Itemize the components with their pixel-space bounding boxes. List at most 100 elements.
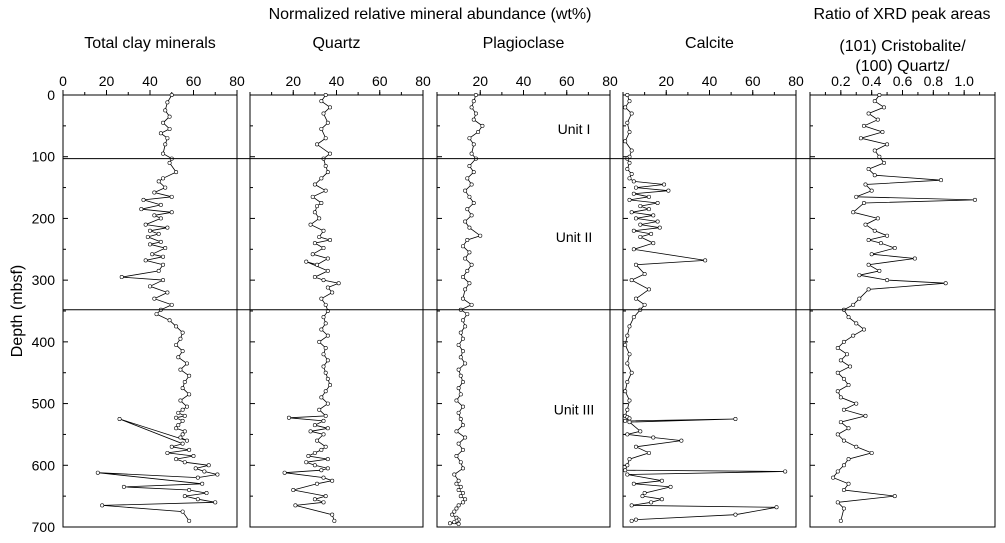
data-point [215,472,220,477]
data-point [623,139,628,144]
data-point [315,204,320,209]
data-point [463,435,468,440]
data-point [458,373,463,378]
data-point [638,234,643,239]
data-point [460,318,465,323]
data-point [325,401,330,406]
data-point [286,415,291,420]
data-point [323,188,328,193]
header-left: Normalized relative mineral abundance (w… [269,6,592,23]
data-point [321,246,326,251]
x-tick-label: 20 [285,73,301,89]
data-point [174,324,179,329]
data-point [165,100,170,105]
data-point [460,244,465,249]
x-tick-label: 0.4 [862,73,882,89]
data-point [857,296,862,301]
data-point [662,182,667,187]
data-point [325,285,330,290]
data-point [872,99,877,104]
data-point [863,222,868,227]
data-point [154,312,159,317]
data-point [174,457,179,462]
data-point [471,170,476,175]
data-point [877,154,882,159]
data-point [450,512,455,517]
data-point [629,518,634,523]
data-point [143,222,148,227]
data-point [866,167,871,172]
data-point [184,361,189,366]
panel-title: (100) Quartz/ [855,58,950,75]
panel-title: Calcite [685,35,734,52]
data-point [315,481,320,486]
panel-title: Plagioclase [483,35,565,52]
unit-label: Unit I [558,121,591,137]
data-point [317,234,322,239]
data-point [454,481,459,486]
data-point [452,520,457,525]
data-point [892,494,897,499]
data-point [148,228,153,233]
data-point [319,296,324,301]
data-point [167,114,172,119]
data-point [321,500,326,505]
data-point [631,179,636,184]
data-point [456,503,461,508]
data-point [456,521,461,526]
data-point [187,373,192,378]
data-point [655,219,660,224]
data-point [885,233,890,238]
data-point [872,173,877,178]
y-axis-label: Depth (mbsf) [9,265,26,357]
data-point [458,460,463,465]
data-point [473,93,478,98]
panel-1: 0 20 40 60 80 Total clay minerals [59,35,245,528]
data-point [323,370,328,375]
data-point [838,395,843,400]
data-point [187,518,192,523]
data-point [625,93,630,98]
data-point [627,352,632,357]
data-point [627,416,632,421]
data-point [180,432,185,437]
data-point [838,358,843,363]
data-point [651,213,656,218]
data-point [841,376,846,381]
x-tick-label: 80 [415,73,431,89]
data-point [312,463,317,468]
data-point [846,481,851,486]
panel-frame [249,94,424,528]
x-tick-label: 40 [516,73,532,89]
data-point [182,494,187,499]
data-point [167,126,172,131]
data-point [117,416,122,421]
data-point [646,450,651,455]
data-point [841,407,846,412]
y-tick-label: 400 [32,334,56,350]
data-point [458,416,463,421]
data-point [163,246,168,251]
data-point [447,521,452,526]
panel-2: 20 40 60 80 Quartz [249,35,431,528]
data-point [460,296,465,301]
data-point [312,423,317,428]
data-point [627,457,632,462]
data-point [161,254,166,259]
data-point [861,327,866,332]
data-point [282,470,287,475]
data-point [866,262,871,267]
data-point [304,259,309,264]
data-point [163,142,168,147]
data-point [178,336,183,341]
data-point [319,126,324,131]
data-point [308,429,313,434]
data-point [465,312,470,317]
data-point [627,99,632,104]
data-point [325,268,330,273]
data-point [877,268,882,273]
data-point [733,512,738,517]
y-tick-label: 500 [32,396,56,412]
data-point [841,506,846,511]
